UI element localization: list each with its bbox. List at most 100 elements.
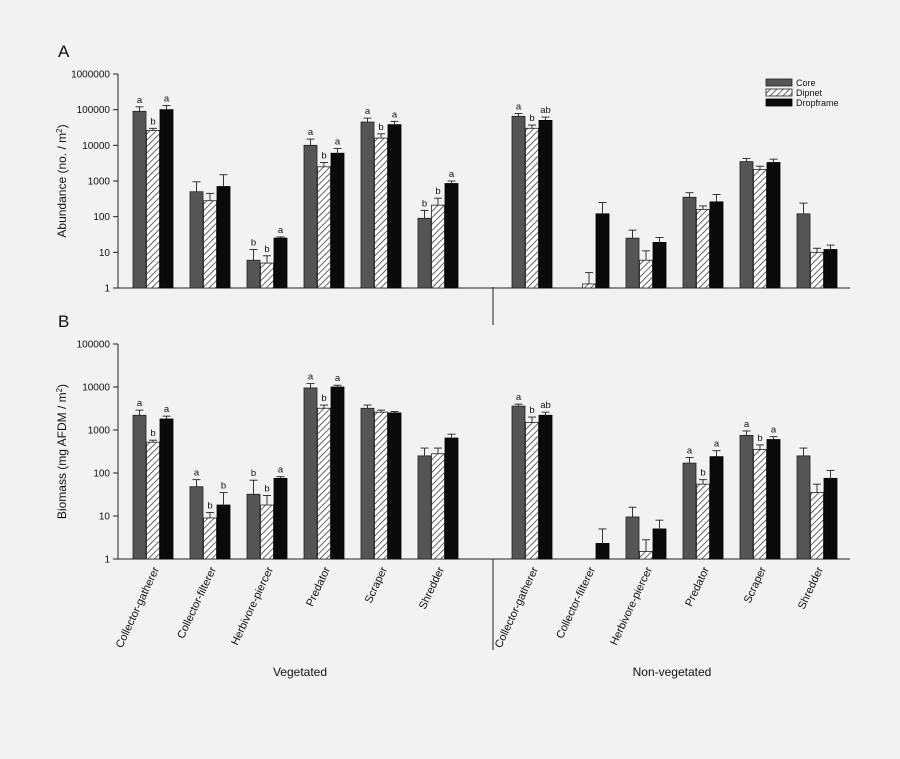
y-axis-title-superscript: 2 (55, 128, 64, 133)
bar-dipnet-vegetated-1 (203, 200, 217, 289)
bar-core-non-vegetated-3 (682, 196, 697, 289)
bar-core-non-vegetated-4 (739, 434, 754, 560)
category-label: Herbivore-piercer (608, 565, 655, 647)
bar-dropframe-vegetated-1 (216, 504, 231, 560)
significance-label: a (137, 398, 143, 409)
significance-label: a (714, 439, 720, 450)
bar-dropframe-vegetated-3 (330, 386, 345, 560)
bar-dropframe-non-vegetated-2 (652, 241, 667, 289)
panel-letter: A (58, 42, 70, 61)
y-axis-title: Biomass (mg AFDM / m2) (55, 384, 69, 519)
bar-dipnet-vegetated-3 (317, 166, 331, 289)
significance-label: b (207, 501, 212, 512)
bar-dropframe-non-vegetated-0 (538, 414, 553, 560)
bar-dipnet-non-vegetated-5 (810, 492, 824, 560)
bar-dropframe-vegetated-2 (273, 237, 288, 289)
bar-dropframe-non-vegetated-4 (766, 162, 781, 289)
bar-core-non-vegetated-2 (625, 516, 640, 560)
significance-label: b (529, 405, 534, 416)
y-tick-label: 1 (104, 555, 110, 566)
bar-core-vegetated-1 (189, 486, 204, 560)
bar-core-non-vegetated-5 (796, 455, 811, 560)
y-axis-title-end: ) (55, 124, 69, 128)
legend-entry-dropframe: Dropframe (796, 98, 839, 108)
bar-dipnet-non-vegetated-0 (525, 127, 539, 289)
bar-dipnet-vegetated-1 (203, 517, 217, 560)
y-axis-title-main: Abundance (no. / m (55, 133, 69, 238)
significance-label: a (335, 136, 341, 147)
significance-label: b (150, 428, 155, 439)
legend-swatch-core (765, 78, 793, 87)
y-tick-label: 100 (93, 212, 110, 223)
significance-label: a (449, 169, 455, 180)
significance-label: a (516, 102, 522, 113)
category-label: Shredder (796, 565, 826, 611)
significance-label: b (150, 116, 155, 127)
significance-label: b (251, 238, 256, 249)
significance-label: a (687, 445, 693, 456)
significance-label: b (378, 122, 383, 133)
bar-dropframe-vegetated-4 (387, 412, 402, 560)
bar-dipnet-non-vegetated-2 (639, 551, 653, 560)
bar-dropframe-vegetated-5 (444, 183, 459, 289)
significance-label: a (365, 106, 371, 117)
bar-dropframe-vegetated-3 (330, 152, 345, 289)
category-label: Shredder (417, 565, 447, 611)
significance-label: ab (540, 400, 551, 411)
y-tick-label: 100 (93, 469, 110, 480)
bar-core-non-vegetated-2 (625, 237, 640, 289)
significance-label: a (744, 419, 750, 430)
bar-dropframe-non-vegetated-2 (652, 528, 667, 560)
legend-entry-dipnet: Dipnet (796, 88, 823, 98)
chart-panels: A 1 10 100 1000 10000 100000 1000000 Abundance (… (55, 42, 850, 679)
bar-dipnet-non-vegetated-3 (696, 208, 710, 289)
bar-dropframe-non-vegetated-1 (595, 543, 610, 560)
bar-core-vegetated-0 (132, 110, 147, 289)
bar-dipnet-vegetated-2 (260, 262, 274, 289)
bar-core-non-vegetated-0 (511, 405, 526, 560)
category-label: Collector-filterer (554, 565, 598, 641)
y-axis-title-superscript: 2 (55, 387, 64, 392)
bar-core-non-vegetated-3 (682, 462, 697, 560)
bar-core-vegetated-3 (303, 387, 318, 560)
y-tick-label: 1000000 (71, 70, 110, 81)
significance-label: b (435, 186, 440, 197)
bar-dropframe-non-vegetated-3 (709, 456, 724, 560)
bar-dipnet-vegetated-2 (260, 504, 274, 560)
category-label: Collector-filterer (175, 565, 219, 641)
bar-dipnet-vegetated-0 (146, 441, 160, 560)
significance-label: a (164, 404, 170, 415)
y-axis-title: Abundance (no. / m2) (55, 124, 69, 237)
significance-label: a (137, 95, 143, 106)
bar-core-vegetated-5 (417, 217, 432, 289)
significance-label: a (278, 225, 284, 236)
y-tick-label: 10 (99, 248, 111, 259)
significance-label: b (264, 483, 269, 494)
significance-label: a (308, 372, 314, 383)
significance-label: a (335, 373, 341, 384)
bar-dipnet-vegetated-0 (146, 130, 160, 289)
bar-core-vegetated-4 (360, 407, 375, 560)
bar-dropframe-non-vegetated-5 (823, 249, 838, 289)
bar-dipnet-non-vegetated-3 (696, 483, 710, 560)
legend-entry-core: Core (796, 78, 816, 88)
y-tick-label: 1000 (88, 177, 111, 188)
bar-dropframe-non-vegetated-5 (823, 477, 838, 560)
panel-b: B 1 10 100 1000 10000 100000 Biomass (mg AFDM /… (55, 312, 850, 566)
y-axis-title-end: ) (55, 384, 69, 388)
bar-core-vegetated-2 (246, 493, 261, 560)
legend-swatch-dipnet (765, 88, 793, 97)
bar-dropframe-vegetated-5 (444, 437, 459, 560)
category-label: Collector-gatherer (114, 565, 162, 650)
y-tick-label: 1000 (88, 426, 111, 437)
bar-dropframe-vegetated-4 (387, 124, 402, 289)
category-label: Herbivore-piercer (229, 565, 276, 647)
bar-core-vegetated-4 (360, 121, 375, 289)
significance-label: b (529, 113, 534, 124)
significance-label: a (194, 468, 200, 479)
bar-core-non-vegetated-5 (796, 213, 811, 289)
significance-label: b (422, 198, 427, 209)
bar-dropframe-vegetated-1 (216, 186, 231, 289)
